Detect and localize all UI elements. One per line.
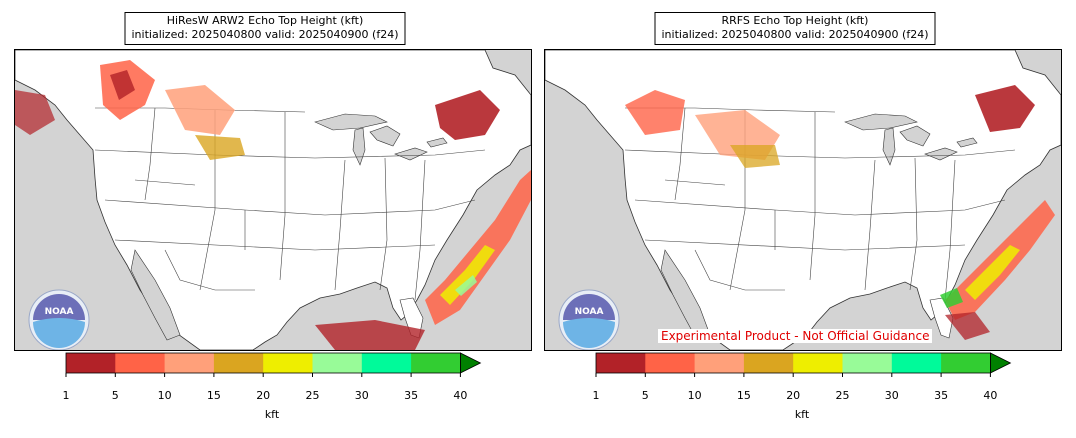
echo-atlantic-green <box>455 275 477 296</box>
colorbar-tick-label: 40 <box>983 389 998 402</box>
colorbar-tick-label: 25 <box>305 389 320 402</box>
colorbar-tick-label: 5 <box>111 389 119 402</box>
colorbar-segment <box>596 353 646 373</box>
colorbar-tick-label: 35 <box>934 389 949 402</box>
echo-west-coast <box>15 90 55 135</box>
echo-caribbean <box>945 312 990 340</box>
colorbar-tick-label: 25 <box>835 389 850 402</box>
colorbar-segment <box>645 353 696 373</box>
echo-top-cells <box>625 85 1055 340</box>
colorbar-tick-label: 20 <box>256 389 271 402</box>
colorbar-extend-arrow <box>989 352 1012 374</box>
left-subtitle: initialized: 2025040800 valid: 202504090… <box>131 28 399 41</box>
colorbar-tick-label: 1 <box>592 389 600 402</box>
echo-northeast <box>435 90 500 140</box>
right-title-box: RRFS Echo Top Height (kft) initialized: … <box>654 12 936 45</box>
echo-top-cells <box>15 60 531 350</box>
echo-northeast <box>975 85 1035 132</box>
right-panel: RRFS Echo Top Height (kft) initialized: … <box>530 0 1062 438</box>
colorbar-segment <box>361 353 412 373</box>
echo-florida-green <box>940 288 963 308</box>
colorbar-segment <box>891 353 942 373</box>
colorbar-segment <box>115 353 166 373</box>
colorbar-tick-label: 20 <box>786 389 801 402</box>
right-title: RRFS Echo Top Height (kft) <box>721 14 869 27</box>
echo-pacific-nw-core <box>110 70 135 100</box>
colorbar-segment <box>793 353 843 373</box>
colorbar-extend-arrow <box>459 352 482 374</box>
great-lakes <box>844 113 978 166</box>
colorbar-segment <box>66 353 116 373</box>
left-panel: HiResW ARW2 Echo Top Height (kft) initia… <box>0 0 532 438</box>
left-colorbar-svg <box>65 352 482 377</box>
echo-atlantic-core <box>965 245 1020 300</box>
colorbar-tick-label: 40 <box>453 389 468 402</box>
right-map-svg: NOAA <box>545 50 1061 350</box>
colorbar-tick-label: 1 <box>62 389 70 402</box>
colorbar-segment <box>842 353 893 373</box>
colorbar-tick-label: 35 <box>404 389 419 402</box>
echo-pacific-nw <box>625 90 685 135</box>
noaa-logo: NOAA <box>558 289 620 350</box>
echo-caribbean <box>315 320 425 350</box>
right-colorbar-svg <box>595 352 1012 377</box>
right-map: NOAA <box>544 49 1062 351</box>
right-subtitle: initialized: 2025040800 valid: 202504090… <box>661 28 929 41</box>
colorbar-segment <box>411 353 461 373</box>
noaa-logo: NOAA <box>28 289 90 350</box>
colorbar-segment <box>694 353 745 373</box>
gulf-of-california <box>130 249 181 341</box>
right-colorbar-label: kft <box>794 408 810 421</box>
left-map: NOAA <box>14 49 532 351</box>
colorbar-tick-label: 5 <box>641 389 649 402</box>
colorbar-tick-label: 10 <box>687 389 702 402</box>
colorbar-tick-label: 15 <box>206 389 221 402</box>
colorbar-segment <box>941 353 991 373</box>
left-colorbar <box>65 352 486 377</box>
left-title: HiResW ARW2 Echo Top Height (kft) <box>166 14 364 27</box>
colorbar-segment <box>743 353 794 373</box>
great-lakes <box>314 113 448 166</box>
noaa-logo-text: NOAA <box>45 307 74 317</box>
left-colorbar-label: kft <box>264 408 280 421</box>
echo-wyoming <box>195 135 245 160</box>
left-title-box: HiResW ARW2 Echo Top Height (kft) initia… <box>124 12 406 45</box>
colorbar-tick-label: 15 <box>736 389 751 402</box>
colorbar-tick-label: 30 <box>884 389 899 402</box>
left-map-svg: NOAA <box>15 50 531 350</box>
right-colorbar <box>595 352 1016 377</box>
echo-atlantic-core <box>440 245 495 305</box>
colorbar-tick-label: 10 <box>157 389 172 402</box>
colorbar-tick-label: 30 <box>354 389 369 402</box>
disclaimer-text: Experimental Product - Not Official Guid… <box>658 329 933 343</box>
colorbar-segment <box>312 353 363 373</box>
colorbar-segment <box>164 353 215 373</box>
colorbar-segment <box>213 353 264 373</box>
echo-wyoming <box>730 145 780 168</box>
echo-montana <box>165 85 235 135</box>
colorbar-segment <box>263 353 313 373</box>
noaa-logo-text: NOAA <box>575 307 604 317</box>
